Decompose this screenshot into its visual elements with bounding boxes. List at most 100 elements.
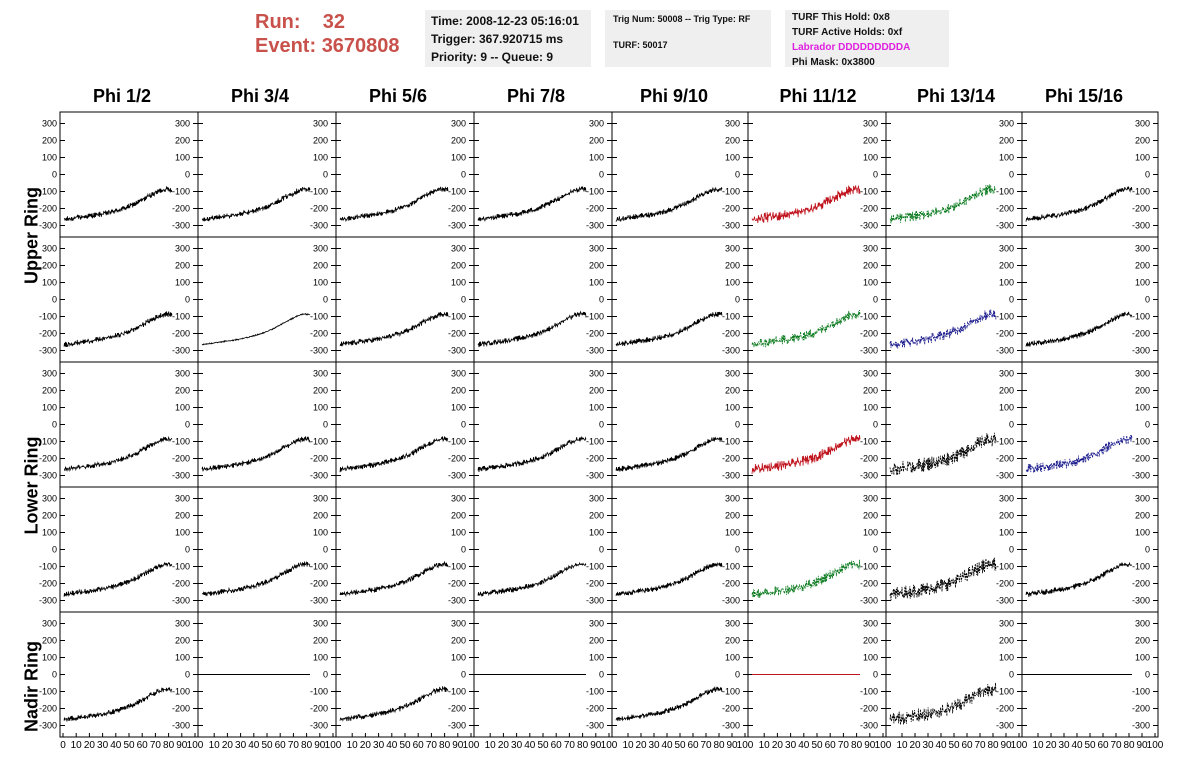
y-tick-label: -200 — [860, 704, 878, 714]
x-tick-label: 70 — [700, 740, 712, 751]
y-tick-label: -300 — [996, 596, 1014, 606]
y-tick-label: 200 — [313, 136, 328, 146]
y-tick-label: 0 — [323, 420, 328, 430]
x-tick-label: 10 — [622, 740, 634, 751]
x-tick-label: 50 — [1084, 740, 1096, 751]
y-tick-label: 300 — [863, 494, 878, 504]
y-tick-label: -300 — [39, 596, 57, 606]
y-tick-label: -200 — [996, 579, 1014, 589]
trace-line — [1025, 186, 1133, 222]
x-tick-label: 80 — [1123, 740, 1135, 751]
event-value: 3670808 — [321, 35, 400, 57]
x-tick-label: 90 — [314, 740, 326, 751]
y-tick-label: 0 — [873, 670, 878, 680]
x-tick-label: 20 — [909, 740, 921, 751]
y-tick-label: 100 — [999, 653, 1014, 663]
y-tick-label: -200 — [39, 704, 57, 714]
y-tick-label: -300 — [39, 346, 57, 356]
y-tick-label: 200 — [175, 511, 190, 521]
y-tick-label: 300 — [175, 494, 190, 504]
y-tick-label: 200 — [589, 261, 604, 271]
trace-line — [615, 686, 723, 722]
y-tick-label: -100 — [39, 187, 57, 197]
y-tick-label: 0 — [185, 420, 190, 430]
y-tick-label: 0 — [735, 420, 740, 430]
y-tick-label: -200 — [586, 454, 604, 464]
y-tick-label: 200 — [863, 136, 878, 146]
y-tick-label: -200 — [586, 579, 604, 589]
y-tick-label: -100 — [722, 187, 740, 197]
y-tick-label: 200 — [589, 511, 604, 521]
trace-line — [889, 309, 997, 349]
y-tick-label: 0 — [323, 295, 328, 305]
y-tick-label: -100 — [860, 687, 878, 697]
time-info-box: Time: 2008-12-23 05:16:01 Trigger: 367.9… — [425, 10, 591, 67]
y-tick-label: 200 — [999, 136, 1014, 146]
x-tick-label: 40 — [935, 740, 947, 751]
x-tick-label: 20 — [84, 740, 96, 751]
y-tick-label: 0 — [1009, 545, 1014, 555]
y-tick-label: 100 — [451, 528, 466, 538]
turf-active-holds-text: TURF Active Holds: 0xf — [792, 27, 903, 38]
trace-line — [201, 560, 311, 597]
y-tick-label: -300 — [448, 596, 466, 606]
y-tick-label: -200 — [586, 704, 604, 714]
y-tick-label: -200 — [722, 579, 740, 589]
panel-frame — [197, 236, 337, 363]
y-tick-label: 300 — [589, 244, 604, 254]
y-tick-label: 300 — [313, 119, 328, 129]
panel-frame — [885, 111, 1023, 238]
panel-frame — [885, 236, 1023, 363]
y-tick-label: 300 — [863, 244, 878, 254]
y-tick-label: -300 — [996, 721, 1014, 731]
y-tick-label: -300 — [996, 221, 1014, 231]
trace-line — [339, 186, 449, 223]
trace-line — [751, 559, 861, 598]
x-tick-label: 50 — [948, 740, 960, 751]
y-tick-label: -300 — [860, 346, 878, 356]
y-tick-label: -300 — [722, 346, 740, 356]
y-tick-label: 100 — [863, 278, 878, 288]
x-tick-label: 20 — [498, 740, 510, 751]
trace-line — [615, 562, 723, 597]
y-tick-label: -100 — [1132, 187, 1150, 197]
y-tick-label: 300 — [589, 119, 604, 129]
y-tick-label: -100 — [448, 562, 466, 572]
y-tick-label: 0 — [52, 670, 57, 680]
y-tick-label: 200 — [451, 136, 466, 146]
y-tick-label: -200 — [996, 454, 1014, 464]
y-tick-label: -200 — [722, 454, 740, 464]
x-tick-label: 30 — [97, 740, 109, 751]
trace-line — [889, 682, 997, 725]
x-tick-label: 30 — [785, 740, 797, 751]
event-line: Event: 3670808 — [255, 34, 400, 58]
x-tick-label: 90 — [1000, 740, 1012, 751]
x-tick-label: 30 — [373, 740, 385, 751]
y-tick-label: -200 — [310, 204, 328, 214]
y-tick-label: 300 — [313, 619, 328, 629]
trace-line — [615, 436, 723, 472]
y-tick-label: 300 — [589, 619, 604, 629]
labrador-text: Labrador DDDDDDDDDA — [792, 42, 911, 53]
y-tick-label: 0 — [185, 295, 190, 305]
y-tick-label: 300 — [1135, 494, 1150, 504]
y-tick-label: 100 — [1135, 403, 1150, 413]
y-tick-label: 200 — [42, 386, 57, 396]
y-tick-label: 300 — [725, 619, 740, 629]
x-tick-label: 50 — [261, 740, 273, 751]
x-tick-label: 10 — [347, 740, 359, 751]
x-tick-label: 90 — [864, 740, 876, 751]
y-tick-label: 100 — [42, 653, 57, 663]
y-tick-label: 0 — [185, 670, 190, 680]
y-tick-label: -200 — [448, 204, 466, 214]
y-tick-label: -100 — [722, 437, 740, 447]
y-tick-label: 200 — [1135, 386, 1150, 396]
y-tick-label: -100 — [172, 437, 190, 447]
y-tick-label: 300 — [1135, 369, 1150, 379]
y-tick-label: 200 — [725, 386, 740, 396]
x-tick-label: 100 — [875, 740, 892, 751]
y-tick-label: 0 — [323, 545, 328, 555]
y-tick-label: -300 — [172, 721, 190, 731]
y-tick-label: -100 — [448, 687, 466, 697]
y-tick-label: -100 — [996, 312, 1014, 322]
